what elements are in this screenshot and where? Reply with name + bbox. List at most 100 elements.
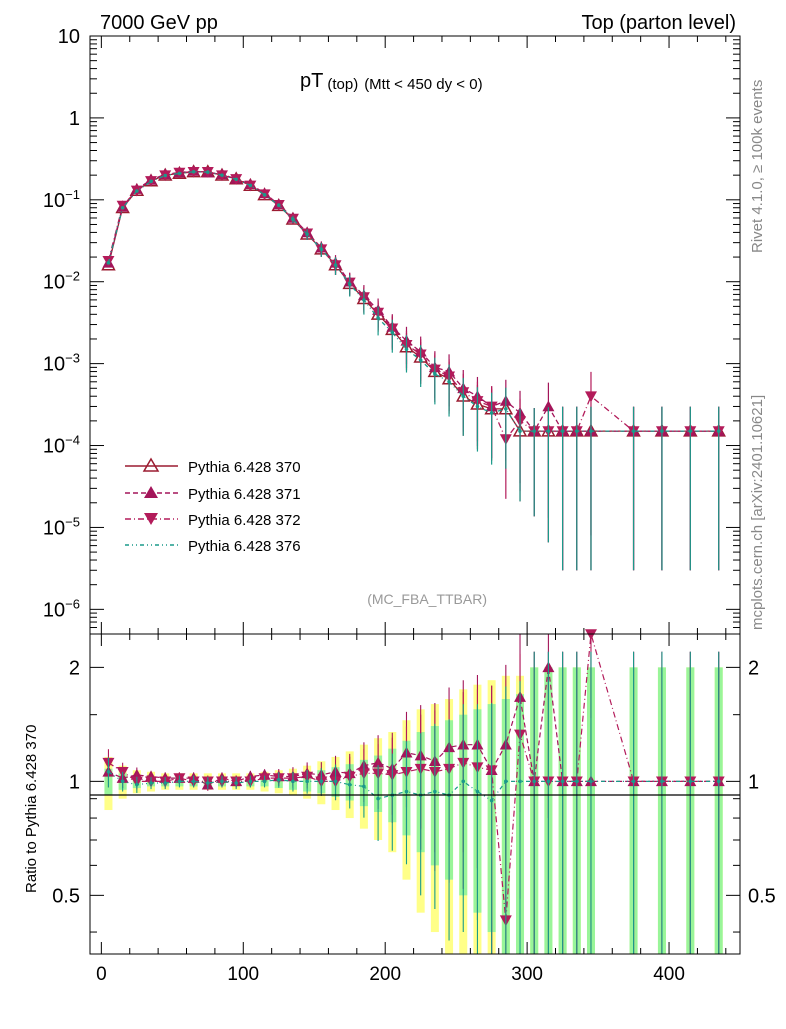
ratio-point (262, 779, 267, 784)
main-point (120, 205, 125, 210)
ratio-point (163, 781, 168, 785)
main-point (149, 179, 153, 184)
x-tick-label: 100 (227, 964, 259, 985)
main-series (101, 164, 726, 571)
legend-entry-371: Pythia 6.428 371 (125, 486, 301, 503)
legend-marker-370 (142, 457, 160, 472)
y-tick-label: 10−5 (43, 514, 80, 539)
main-title: pT (top) (Mtt < 450 dy < 0) (300, 70, 483, 93)
y-tick-label: 10−2 (43, 269, 80, 294)
main-point (276, 203, 281, 207)
x-tick-label: 400 (653, 964, 685, 985)
axes: 0 100 200 300 400 10 1 10−1 10−2 10−3 10−4 10−5 10−6… (43, 26, 776, 985)
main-point (291, 217, 295, 221)
main-point (489, 411, 494, 415)
main-point (560, 429, 565, 433)
main-point (135, 189, 139, 193)
legend-marker-371 (144, 486, 158, 498)
ratio-tick-label-left: 1 (69, 771, 80, 793)
main-point (518, 429, 522, 433)
main-point (447, 379, 451, 384)
ratio-line-0 (108, 667, 719, 786)
ratio-tick-label-left: 2 (69, 657, 80, 679)
ratio-point (149, 781, 153, 785)
main-point (205, 170, 210, 174)
y-tick-label: 10−6 (43, 596, 80, 621)
ratio-point (205, 781, 210, 785)
title-main: pT (300, 70, 323, 92)
ratio-point (461, 779, 466, 784)
legend-entry-376: Pythia 6.428 376 (125, 538, 301, 555)
main-point (319, 247, 324, 251)
ratio-point (660, 779, 664, 784)
y-tick-label: 10 (58, 26, 80, 48)
y-tick-label: 10−3 (43, 351, 80, 376)
ratio-point (404, 789, 409, 794)
legend-entry-370: Pythia 6.428 370 (125, 457, 301, 476)
main-point (475, 404, 480, 409)
main-point (461, 394, 466, 399)
main-point (191, 169, 196, 174)
ratio-point (135, 782, 139, 787)
legend-label-376: Pythia 6.428 376 (188, 538, 301, 555)
ratio-point (688, 779, 693, 784)
ratio-point (291, 779, 295, 784)
main-point (106, 261, 111, 265)
ratio-point (191, 779, 196, 784)
ratio-frame (89, 633, 741, 955)
ratio-tick-label-right: 1 (748, 771, 759, 793)
ratio-point (475, 789, 480, 794)
ratio-tick-label-right: 2 (748, 657, 759, 679)
main-point (234, 177, 238, 182)
ratio-point (376, 796, 380, 801)
ratio-point (234, 781, 238, 785)
main-point (688, 429, 693, 433)
main-point (574, 429, 579, 433)
ratio-point (347, 782, 352, 787)
ratio-point (333, 779, 338, 784)
ratio-point (305, 779, 309, 784)
main-point (433, 372, 437, 376)
main-point (589, 429, 593, 433)
main-point (305, 232, 309, 237)
main-point (390, 330, 395, 335)
ratio-point (504, 779, 508, 784)
main-point (376, 316, 380, 320)
main-point (546, 429, 551, 433)
ratio-line-2 (108, 771, 719, 802)
ratio-point (574, 779, 579, 784)
legend-label-372: Pythia 6.428 372 (188, 512, 301, 529)
main-point (542, 400, 555, 412)
ratio-point (120, 779, 125, 784)
rivet-label: Rivet 4.1.0, ≥ 100k events (749, 80, 766, 253)
header-right: Top (parton level) (581, 12, 736, 34)
ratio-point (319, 779, 324, 784)
main-point (504, 407, 508, 411)
main-point (163, 173, 168, 178)
main-point (333, 263, 338, 267)
ratio-point (716, 779, 721, 784)
legend-entry-372: Pythia 6.428 372 (125, 512, 301, 529)
main-point (220, 173, 224, 177)
ratio-tick-label-right: 0.5 (748, 885, 776, 907)
ratio-point (177, 779, 182, 784)
analysis-tag: (MC_FBA_TTBAR) (367, 591, 487, 607)
legend-label-371: Pythia 6.428 371 (188, 486, 301, 503)
main-point (262, 193, 267, 197)
ratio-point (248, 779, 253, 784)
title-cut: (Mtt < 450 dy < 0) (364, 76, 482, 93)
y-tick-label: 10−1 (43, 187, 80, 212)
ratio-point (546, 779, 551, 784)
ratio-point (106, 769, 111, 774)
x-tick-label: 0 (96, 964, 107, 985)
title-sub: (top) (327, 76, 358, 93)
ratio-point (220, 779, 224, 784)
ratio-tick-label-left: 0.5 (52, 885, 80, 907)
ratio-point (489, 798, 494, 803)
ratio-point (362, 784, 366, 789)
main-point (347, 282, 352, 287)
ratio-point (589, 779, 593, 784)
ratio-point (560, 779, 565, 784)
x-tick-label: 300 (511, 964, 543, 985)
